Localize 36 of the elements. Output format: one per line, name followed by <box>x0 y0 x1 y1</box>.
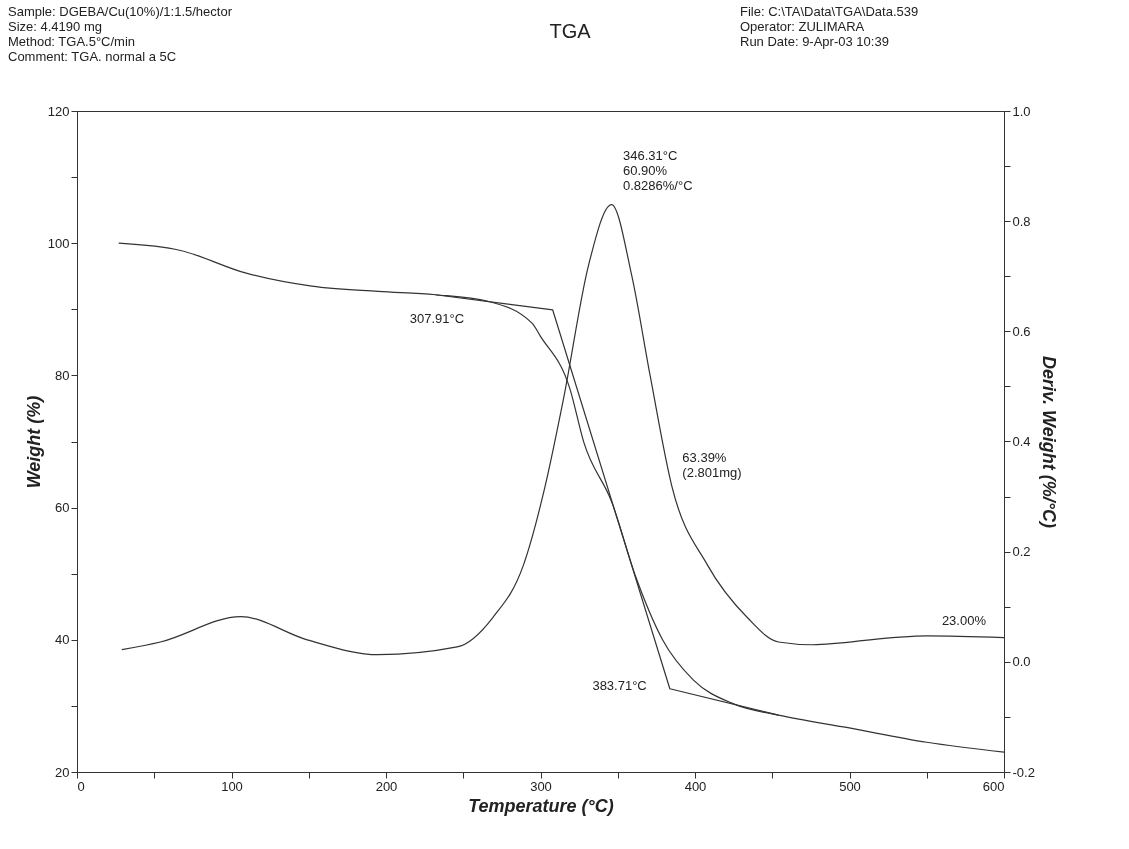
y-tick-label: 100 <box>47 235 70 251</box>
x-tick-label: 400 <box>684 778 707 794</box>
y-tick-label: 20 <box>55 764 70 780</box>
y2-tick-label: 0.4 <box>1012 434 1031 449</box>
y2-axis-title: Deriv. Weight (%/°C) <box>1038 356 1059 528</box>
y-tick-label: 60 <box>55 500 70 516</box>
x-tick-label: 500 <box>839 778 861 794</box>
text: Method: TGA.5°C/min <box>8 34 137 49</box>
x-tick-label: 200 <box>375 778 398 794</box>
y-tick-label: 120 <box>47 103 70 119</box>
y-tick-label: 80 <box>55 367 70 383</box>
x-axis-title: Temperature (°C) <box>468 795 614 816</box>
y2-tick-label: 0.0 <box>1012 654 1031 670</box>
text: Operator: ZULIMARA <box>740 19 866 34</box>
text: Comment: TGA. normal a 5C <box>8 49 178 64</box>
x-tick-label: 300 <box>530 778 552 794</box>
y-axis-title: Weight (%) <box>23 395 44 489</box>
x-tick-label: 0 <box>77 778 85 794</box>
y2-tick-label: 0.2 <box>1012 544 1031 560</box>
text: Run Date: 9-Apr-03 10:39 <box>740 34 890 49</box>
annotation: 23.00% <box>941 612 987 628</box>
y2-tick-label: -0.2 <box>1012 764 1035 780</box>
text: File: C:\TA\Data\TGA\Data.539 <box>740 4 919 19</box>
y2-tick-label: 1.0 <box>1012 103 1031 119</box>
annotation: 307.91°C <box>409 311 465 327</box>
annotation: 346.31°C 60.90% 0.8286%/°C <box>623 148 693 193</box>
chart-title: TGA <box>548 20 592 43</box>
y2-tick-label: 0.6 <box>1012 323 1031 339</box>
annotation: 63.39% (2.801mg) <box>682 450 742 481</box>
x-tick-label: 600 <box>982 778 1005 794</box>
text: Size: 4.4190 mg <box>8 19 103 34</box>
y-tick-label: 40 <box>55 632 70 648</box>
annotation: 383.71°C <box>592 678 647 694</box>
x-tick-label: 100 <box>221 778 243 794</box>
y2-tick-label: 0.8 <box>1012 213 1031 229</box>
text: Sample: DGEBA/Cu(10%)/1:1.5/hector <box>8 4 232 19</box>
